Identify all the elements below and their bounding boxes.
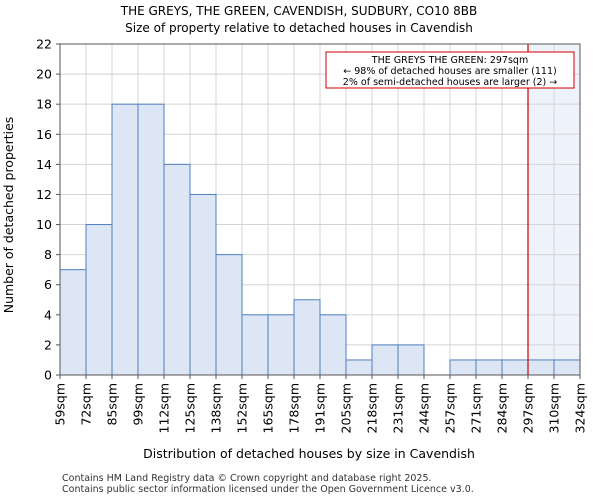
- y-tick-label: 14: [36, 157, 52, 172]
- x-tick-label: 125sqm: [183, 383, 198, 433]
- x-tick-label: 191sqm: [313, 383, 328, 433]
- bar: [189, 193, 217, 376]
- bar: [501, 359, 529, 376]
- x-axis-label: Distribution of detached houses by size …: [143, 446, 475, 461]
- bar: [449, 359, 477, 376]
- bar: [293, 299, 321, 376]
- chart-subtitle: Size of property relative to detached ho…: [125, 21, 473, 35]
- x-tick-label: 244sqm: [417, 383, 432, 433]
- x-tick-label: 284sqm: [495, 383, 510, 433]
- bar: [59, 269, 87, 376]
- y-tick-label: 22: [36, 37, 52, 52]
- x-tick-label: 297sqm: [521, 383, 536, 433]
- bar: [137, 103, 165, 376]
- x-tick-label: 85sqm: [105, 383, 120, 426]
- x-tick-label: 152sqm: [235, 383, 250, 433]
- annotation-box: [325, 51, 575, 89]
- x-tick-label: 231sqm: [391, 383, 406, 433]
- footer-line-1: Contains HM Land Registry data © Crown c…: [62, 473, 432, 484]
- bar: [319, 314, 347, 376]
- annotation-line-3: 2% of semi-detached houses are larger (2…: [343, 77, 557, 88]
- bar: [371, 344, 399, 376]
- bar: [267, 314, 295, 376]
- bar: [397, 344, 425, 376]
- footer-line-2: Contains public sector information licen…: [62, 484, 474, 495]
- x-tick-label: 178sqm: [287, 383, 302, 433]
- y-tick-label: 18: [36, 97, 52, 112]
- y-tick-label: 16: [36, 127, 52, 142]
- x-tick-label: 99sqm: [131, 383, 146, 426]
- chart-title: THE GREYS, THE GREEN, CAVENDISH, SUDBURY…: [120, 4, 478, 18]
- bar: [553, 359, 581, 376]
- bar: [163, 163, 191, 376]
- x-tick-label: 59sqm: [53, 383, 68, 426]
- x-tick-label: 165sqm: [261, 383, 276, 433]
- x-tick-label: 205sqm: [339, 383, 354, 433]
- y-tick-label: 6: [44, 277, 52, 292]
- y-axis-label: Number of detached properties: [1, 117, 16, 314]
- y-tick-label: 20: [36, 67, 52, 82]
- x-tick-label: 138sqm: [209, 383, 224, 433]
- annotation-line-1: THE GREYS THE GREEN: 297sqm: [371, 55, 528, 66]
- bar: [85, 224, 113, 376]
- x-tick-label: 324sqm: [573, 383, 588, 433]
- x-tick-label: 271sqm: [469, 383, 484, 433]
- bar: [215, 254, 243, 376]
- y-tick-label: 2: [44, 337, 52, 352]
- bar: [111, 103, 139, 376]
- bar: [475, 359, 503, 376]
- bar: [241, 314, 269, 376]
- x-tick-label: 72sqm: [79, 383, 94, 426]
- plot-area: 0 2 4 6 8 10 12 14 16 18 20 22 59sqm 72sqm 85sqm 99sqm 1…: [36, 37, 587, 434]
- y-tick-label: 10: [36, 217, 52, 232]
- y-tick-label: 8: [44, 247, 52, 262]
- x-tick-label: 112sqm: [157, 383, 172, 433]
- y-tick-label: 4: [44, 307, 52, 322]
- bar: [527, 359, 555, 376]
- y-tick-label: 12: [36, 187, 52, 202]
- x-tick-label: 218sqm: [365, 383, 380, 433]
- y-tick-label: 0: [44, 368, 52, 383]
- x-tick-label: 310sqm: [547, 383, 562, 433]
- bar: [345, 359, 373, 376]
- annotation-line-2: ← 98% of detached houses are smaller (11…: [343, 66, 556, 77]
- x-tick-label: 257sqm: [443, 383, 458, 433]
